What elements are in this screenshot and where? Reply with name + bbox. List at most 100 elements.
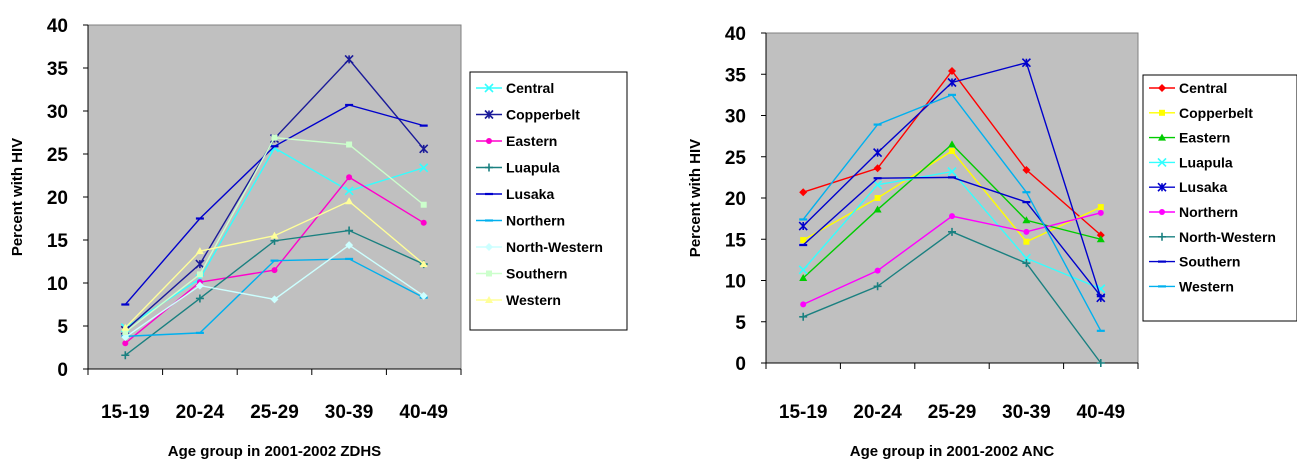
chart-2: 0 5 10 15 20 25 30 35 40 15-19 20-24 25-29 30-39 40-4…: [687, 24, 1297, 460]
y-tick-label: 25: [725, 148, 747, 169]
data-point: [270, 295, 279, 304]
series-western: [799, 93, 1105, 332]
legend-marker: [1158, 84, 1166, 92]
x-tick-label: 40-49: [1076, 402, 1125, 423]
legend-label: Northern: [1179, 204, 1238, 220]
data-point: [798, 265, 808, 275]
data-point: [1021, 253, 1031, 263]
data-point: [1096, 231, 1105, 240]
legend-label: Northern: [506, 213, 565, 229]
y-tick-label: 25: [47, 145, 69, 166]
legend-item: Lusaka: [476, 186, 554, 202]
legend-marker: [486, 270, 492, 277]
data-point: [1022, 165, 1031, 174]
x-tick-label: 25-29: [928, 402, 977, 423]
data-point: [419, 163, 429, 173]
data-point: [419, 260, 428, 268]
legend-item: Southern: [476, 266, 567, 282]
series-southern: [799, 176, 1105, 298]
y-axis-title: Percent with HIV: [9, 138, 26, 256]
data-point: [800, 237, 807, 244]
y-tick-label: 15: [725, 230, 747, 251]
legend-label: Southern: [1179, 254, 1240, 270]
data-point: [345, 241, 354, 250]
y-tick-label: 35: [47, 59, 69, 80]
data-point: [1022, 259, 1031, 268]
legend-label: North-Western: [506, 239, 603, 255]
data-point: [346, 141, 353, 148]
x-tick-label: 15-19: [779, 402, 828, 423]
legend-marker: [484, 109, 494, 120]
data-point: [270, 231, 279, 239]
data-point: [1022, 216, 1031, 224]
legend-marker: [1158, 232, 1166, 241]
data-point: [874, 195, 881, 201]
legend-item: Northern: [1149, 204, 1238, 220]
data-point: [196, 271, 203, 278]
legend-marker: [1158, 133, 1166, 141]
data-point: [271, 134, 278, 141]
y-tick-label: 15: [47, 231, 69, 252]
data-point: [419, 144, 429, 154]
legend-item: Lusaka: [1149, 179, 1227, 195]
data-point: [873, 180, 883, 190]
legend-marker: [486, 138, 492, 144]
legend-item: Central: [476, 80, 554, 96]
data-point: [949, 213, 955, 220]
legend-item: Copperbelt: [1149, 105, 1253, 121]
y-tick-label: 40: [47, 16, 68, 37]
data-point: [947, 77, 957, 88]
x-tick-label: 30-39: [1002, 402, 1051, 423]
plot-area: [765, 32, 1139, 364]
legend-item: Luapula: [476, 160, 560, 176]
data-point: [799, 188, 808, 197]
y-tick-label: 5: [735, 313, 746, 334]
legend-item: North-Western: [476, 239, 603, 255]
data-point: [1021, 58, 1031, 68]
legend-marker: [485, 296, 493, 303]
legend-item: Central: [1149, 80, 1227, 96]
data-point: [195, 294, 204, 303]
y-tick-label: 0: [735, 354, 746, 375]
data-point: [345, 226, 354, 235]
series-lusaka: [121, 103, 428, 306]
legend-label: Copperbelt: [506, 107, 580, 123]
legend-label: Western: [506, 292, 561, 308]
data-point: [873, 164, 882, 173]
x-axis-title: Age group in 2001-2002 ANC: [850, 443, 1055, 460]
data-point: [1096, 359, 1105, 367]
data-point: [195, 259, 205, 269]
legend-label: Lusaka: [1179, 179, 1227, 195]
y-tick-label: 35: [725, 65, 747, 86]
legend-marker: [1159, 209, 1165, 215]
data-point: [420, 201, 427, 208]
series-northern: [800, 209, 1104, 308]
legend-label: North-Western: [1179, 229, 1276, 245]
legend-marker: [484, 83, 494, 93]
y-tick-label: 40: [725, 24, 746, 45]
data-point: [346, 174, 353, 181]
data-point: [1097, 209, 1104, 216]
data-point: [344, 54, 354, 64]
data-point: [1023, 228, 1030, 235]
x-axis-title: Age group in 2001-2002 ZDHS: [168, 443, 381, 460]
x-tick-label: 15-19: [101, 402, 150, 423]
data-point: [1096, 235, 1105, 243]
series-western: [121, 197, 428, 331]
y-tick-label: 20: [47, 188, 68, 209]
legend-item: North-Western: [1149, 229, 1276, 245]
data-point: [271, 267, 278, 274]
x-tick-label: 20-24: [853, 402, 902, 423]
legend-label: Eastern: [506, 133, 557, 149]
data-point: [121, 351, 130, 360]
legend-item: Western: [476, 292, 561, 308]
data-point: [121, 333, 130, 342]
legend-item: Southern: [1149, 254, 1240, 270]
legend-marker: [1159, 109, 1165, 116]
series-lusaka: [798, 58, 1106, 303]
legend-label: Luapula: [1179, 154, 1233, 170]
legend: Central Copperbelt Eastern Luapula Lusaka Nor…: [469, 71, 628, 331]
legend-item: Eastern: [476, 133, 557, 149]
data-point: [949, 147, 955, 154]
